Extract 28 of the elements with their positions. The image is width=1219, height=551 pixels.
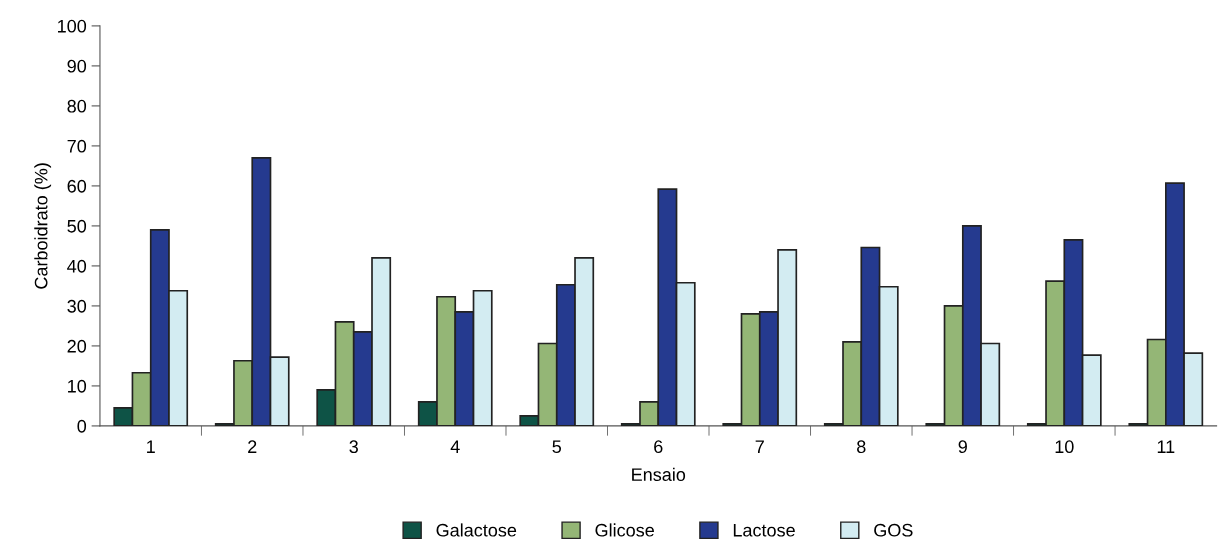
legend-label: GOS	[874, 523, 913, 537]
x-tick-label: 2	[248, 440, 257, 453]
y-tick-label: 0	[77, 419, 87, 433]
x-axis-title: Ensaio	[632, 467, 686, 482]
legend-label: Glicose	[595, 523, 654, 537]
legend-label: Lactose	[733, 524, 795, 537]
y-tick-label: 50	[67, 219, 87, 233]
x-tick-label: 11	[1157, 440, 1175, 453]
y-axis-title: Carboidrato (%)	[34, 163, 52, 289]
x-tick-label: 10	[1055, 440, 1074, 454]
x-tick-label: 3	[349, 440, 358, 454]
x-tick-label: 9	[958, 440, 967, 454]
y-tick-label: 30	[67, 299, 87, 313]
x-tick-label: 7	[755, 440, 764, 453]
y-tick-label: 20	[67, 339, 87, 353]
y-tick-label: 100	[58, 19, 87, 33]
x-tick-label: 1	[147, 440, 155, 453]
x-tick-label: 4	[450, 440, 460, 453]
y-tick-label: 40	[67, 259, 87, 273]
x-tick-label: 8	[857, 440, 866, 454]
y-tick-label: 80	[67, 99, 87, 113]
x-tick-label: 5	[552, 440, 562, 454]
y-tick-label: 90	[67, 59, 87, 73]
y-tick-label: 60	[67, 179, 87, 193]
x-tick-label: 6	[654, 440, 663, 454]
y-tick-label: 70	[67, 139, 87, 153]
legend-label: Galactose	[436, 523, 517, 537]
y-tick-label: 10	[68, 379, 87, 393]
